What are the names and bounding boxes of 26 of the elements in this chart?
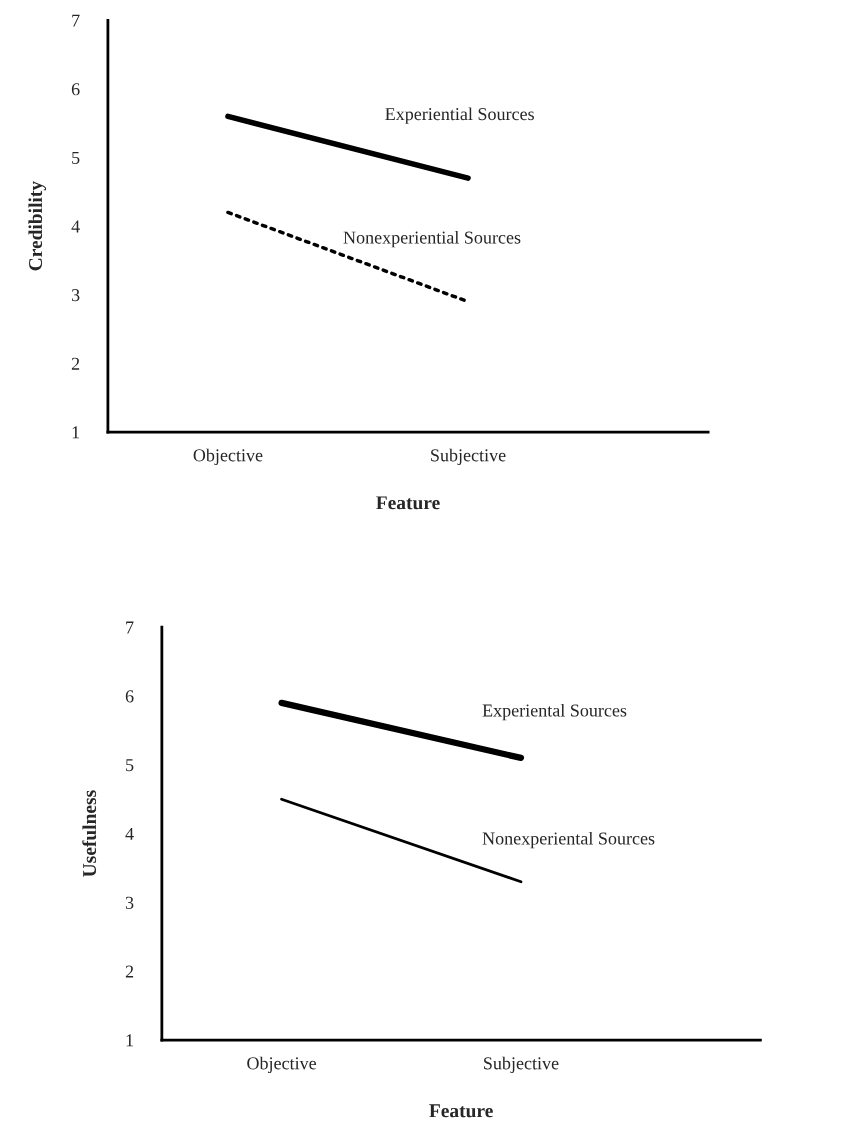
series-label: Experiential Sources <box>385 107 534 124</box>
x-axis-title: Feature <box>376 496 440 510</box>
y-tick-label: 4 <box>125 827 134 840</box>
y-tick-label: 6 <box>71 83 80 96</box>
y-tick-label: 7 <box>126 621 134 634</box>
x-tick-label: Objective <box>193 448 263 466</box>
series-label: Nonexperiental Sources <box>482 831 655 849</box>
y-axis-title: Credibility <box>28 181 47 271</box>
y-tick-label: 5 <box>72 151 80 164</box>
x-tick-label: Subjective <box>431 448 506 466</box>
y-tick-label: 1 <box>72 426 80 439</box>
y-tick-label: 7 <box>72 14 80 27</box>
y-tick-label: 3 <box>125 896 134 909</box>
y-tick-label: 2 <box>71 357 80 370</box>
x-tick-label: Subjective <box>484 1056 559 1074</box>
x-tick-label: Objective <box>247 1056 317 1074</box>
y-tick-label: 3 <box>71 289 80 302</box>
x-axis-title: Feature <box>429 1104 493 1118</box>
series-label: Nonexperiential Sources <box>343 230 521 248</box>
y-tick-label: 5 <box>126 759 134 772</box>
y-tick-label: 4 <box>71 220 80 233</box>
y-tick-label: 2 <box>125 965 134 978</box>
y-tick-label: 1 <box>126 1034 133 1047</box>
y-tick-label: 6 <box>125 690 134 703</box>
series-label: Experiental Sources <box>482 703 627 721</box>
y-axis-title: Usefulness <box>82 790 97 877</box>
